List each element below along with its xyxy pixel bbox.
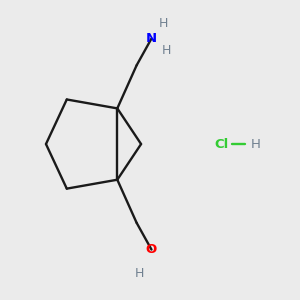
Text: H: H: [162, 44, 171, 57]
Text: Cl: Cl: [214, 138, 229, 151]
Text: N: N: [146, 32, 157, 45]
Text: H: H: [135, 267, 144, 280]
Text: H: H: [159, 17, 168, 30]
Text: O: O: [146, 243, 157, 256]
Text: H: H: [250, 138, 260, 151]
